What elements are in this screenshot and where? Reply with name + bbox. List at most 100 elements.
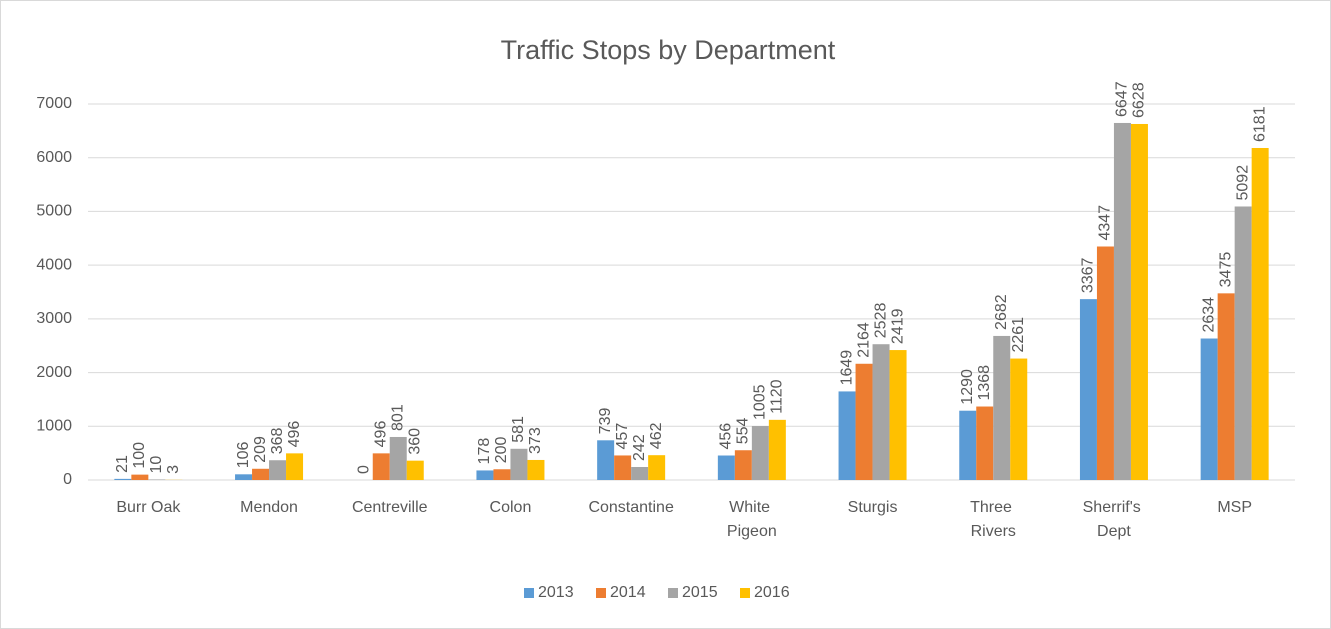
- data-label: 373: [527, 427, 544, 454]
- data-label: 496: [372, 421, 389, 448]
- bar: [372, 453, 390, 480]
- data-label: 21: [114, 455, 131, 473]
- legend-label: 2013: [538, 584, 574, 601]
- bar: [406, 460, 424, 480]
- x-tick-label: White Pigeon: [727, 499, 777, 540]
- legend-swatch: [524, 588, 534, 598]
- bar: [131, 474, 149, 480]
- bar: [1130, 123, 1148, 480]
- data-label: 5092: [1234, 165, 1251, 201]
- bar: [286, 453, 304, 480]
- data-label: 456: [718, 423, 735, 450]
- bar: [838, 391, 856, 480]
- bar: [1079, 299, 1097, 480]
- bar: [889, 350, 907, 480]
- bar: [269, 460, 287, 480]
- data-label: 739: [597, 408, 614, 435]
- bar: [148, 479, 166, 480]
- data-label: 368: [269, 427, 286, 454]
- legend-swatch: [740, 588, 750, 598]
- y-tick-label: 7000: [36, 95, 72, 112]
- legend-label: 2015: [682, 584, 718, 601]
- bar: [1096, 246, 1114, 480]
- data-label: 10: [148, 456, 165, 474]
- bar: [510, 448, 528, 480]
- x-tick-label: Burr Oak: [116, 499, 181, 516]
- data-label: 462: [648, 422, 665, 449]
- x-tick-label: Sturgis: [848, 499, 898, 516]
- bar: [1217, 293, 1235, 480]
- data-label: 360: [406, 428, 423, 455]
- bar: [631, 467, 649, 480]
- bar: [734, 450, 752, 480]
- y-tick-label: 6000: [36, 149, 72, 166]
- x-tick-label: Centreville: [352, 499, 428, 516]
- data-label: 6647: [1114, 81, 1131, 117]
- data-label: 581: [510, 416, 527, 443]
- bar: [768, 419, 786, 480]
- x-tick-label: Mendon: [240, 499, 298, 516]
- bar: [1200, 338, 1218, 480]
- data-label: 200: [493, 436, 510, 463]
- x-tick-label: MSP: [1217, 499, 1252, 516]
- legend-label: 2016: [754, 584, 790, 601]
- data-label: 242: [631, 434, 648, 461]
- data-label: 3475: [1217, 252, 1234, 288]
- chart-title: Traffic Stops by Department: [501, 35, 836, 65]
- bar: [976, 406, 994, 480]
- data-label: 2261: [1010, 317, 1027, 353]
- data-label: 3: [165, 465, 182, 474]
- data-label: 457: [614, 423, 631, 450]
- data-label: 178: [476, 438, 493, 465]
- data-label: 6181: [1251, 106, 1268, 142]
- bar: [872, 344, 890, 480]
- bar: [389, 436, 407, 480]
- y-tick-label: 5000: [36, 203, 72, 220]
- y-tick-label: 2000: [36, 364, 72, 381]
- legend-swatch: [596, 588, 606, 598]
- data-label: 3367: [1080, 257, 1097, 293]
- data-label: 1649: [838, 350, 855, 386]
- data-label: 2164: [855, 322, 872, 358]
- y-tick-label: 1000: [36, 418, 72, 435]
- bar: [993, 335, 1011, 480]
- bar: [597, 440, 615, 480]
- data-label: 209: [252, 436, 269, 463]
- data-label: 1368: [976, 365, 993, 401]
- data-label: 4347: [1097, 205, 1114, 241]
- data-label: 1120: [769, 379, 786, 414]
- data-label: 801: [389, 404, 406, 431]
- data-label: 2682: [993, 294, 1010, 330]
- bar: [1010, 358, 1028, 480]
- bar: [717, 455, 735, 480]
- bar: [527, 459, 545, 480]
- data-label: 496: [286, 421, 303, 448]
- data-label: 106: [235, 442, 252, 469]
- data-label: 1290: [959, 369, 976, 405]
- bar: [648, 455, 666, 480]
- y-tick-label: 3000: [36, 310, 72, 327]
- x-tick-label: Sherrif's Dept: [1083, 499, 1146, 540]
- y-tick-label: 0: [63, 471, 72, 488]
- data-label: 2528: [872, 303, 889, 339]
- legend-label: 2014: [610, 584, 646, 601]
- bar: [1234, 206, 1252, 480]
- bar: [959, 410, 977, 480]
- bar: [235, 474, 253, 480]
- data-label: 2419: [889, 308, 906, 344]
- bar: [1113, 122, 1131, 480]
- data-label: 6628: [1131, 82, 1148, 118]
- bar: [614, 455, 632, 480]
- bar: [1251, 147, 1269, 480]
- data-label: 2634: [1200, 297, 1217, 333]
- bar: [114, 478, 132, 480]
- data-label: 1005: [752, 384, 769, 420]
- data-label: 554: [735, 417, 752, 444]
- data-label: 0: [355, 465, 372, 474]
- bar: [855, 363, 873, 480]
- x-tick-label: Constantine: [588, 499, 673, 516]
- bar: [476, 470, 494, 480]
- legend-swatch: [668, 588, 678, 598]
- bar: [493, 469, 511, 480]
